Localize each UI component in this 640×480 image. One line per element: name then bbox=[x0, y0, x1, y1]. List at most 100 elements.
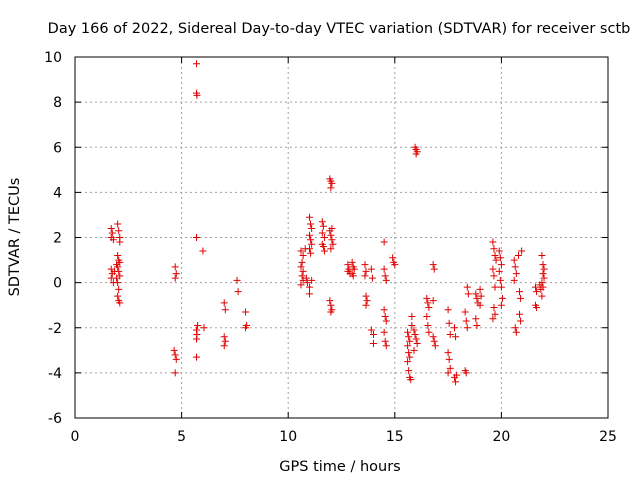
data-point bbox=[326, 227, 334, 235]
data-point bbox=[540, 265, 548, 273]
data-point bbox=[115, 227, 123, 235]
data-point bbox=[221, 337, 229, 345]
data-point bbox=[453, 371, 461, 379]
data-point bbox=[381, 312, 389, 320]
data-point bbox=[327, 231, 335, 239]
data-point bbox=[510, 276, 518, 284]
data-point bbox=[446, 364, 454, 372]
data-point bbox=[516, 288, 524, 296]
y-tick-label: -6 bbox=[48, 411, 62, 427]
data-point bbox=[114, 292, 122, 300]
data-point bbox=[380, 306, 388, 314]
data-point bbox=[308, 276, 316, 284]
data-point bbox=[539, 283, 547, 291]
data-point bbox=[193, 353, 201, 361]
data-point bbox=[473, 294, 481, 302]
data-point bbox=[512, 328, 520, 336]
data-point bbox=[476, 301, 484, 309]
data-point bbox=[220, 299, 228, 307]
data-point bbox=[382, 342, 390, 350]
data-point bbox=[380, 238, 388, 246]
data-point bbox=[412, 335, 420, 343]
data-point bbox=[193, 234, 201, 241]
data-point bbox=[540, 274, 548, 282]
data-point bbox=[328, 236, 336, 244]
data-point bbox=[116, 238, 124, 246]
data-point bbox=[495, 247, 503, 255]
data-point bbox=[429, 261, 437, 269]
data-point bbox=[344, 267, 352, 275]
data-point bbox=[538, 279, 546, 287]
data-point bbox=[298, 258, 306, 266]
data-point bbox=[472, 315, 480, 323]
data-point bbox=[410, 326, 418, 334]
x-tick-label: 20 bbox=[492, 429, 510, 445]
data-point bbox=[297, 281, 305, 289]
data-point bbox=[297, 263, 305, 271]
data-point bbox=[171, 351, 179, 359]
data-point bbox=[406, 353, 414, 361]
data-point bbox=[463, 324, 471, 332]
data-point bbox=[320, 247, 328, 255]
data-point bbox=[489, 265, 497, 273]
data-point bbox=[406, 337, 414, 345]
data-point bbox=[113, 274, 121, 282]
x-tick-label: 10 bbox=[279, 429, 297, 445]
data-point bbox=[492, 256, 500, 264]
y-tick-label: -4 bbox=[48, 366, 62, 382]
data-point bbox=[115, 267, 123, 275]
data-point bbox=[462, 317, 470, 325]
data-point bbox=[491, 310, 499, 318]
data-point bbox=[220, 342, 228, 350]
data-point bbox=[495, 267, 503, 275]
data-point bbox=[306, 283, 314, 291]
data-point bbox=[450, 324, 458, 332]
data-point bbox=[350, 265, 358, 273]
data-point bbox=[367, 265, 375, 273]
data-point bbox=[423, 294, 431, 302]
data-point bbox=[452, 333, 460, 341]
data-point bbox=[381, 272, 389, 280]
data-point bbox=[328, 179, 336, 187]
data-point bbox=[489, 315, 497, 323]
data-point bbox=[109, 236, 117, 244]
data-point bbox=[423, 312, 431, 320]
data-point bbox=[307, 220, 315, 228]
data-point bbox=[381, 337, 389, 345]
data-point bbox=[172, 270, 180, 278]
data-point bbox=[171, 263, 179, 271]
data-point bbox=[369, 331, 377, 339]
data-point bbox=[297, 247, 305, 255]
x-tick-label: 15 bbox=[386, 429, 404, 445]
data-point bbox=[380, 265, 388, 273]
data-point bbox=[533, 288, 541, 296]
data-point bbox=[307, 236, 315, 244]
data-point bbox=[431, 342, 439, 350]
data-point bbox=[306, 245, 314, 253]
data-point bbox=[319, 222, 327, 230]
data-point bbox=[234, 288, 242, 296]
data-point bbox=[327, 301, 335, 309]
data-point bbox=[193, 335, 201, 343]
data-point bbox=[517, 317, 525, 325]
data-point bbox=[368, 274, 376, 282]
data-point bbox=[497, 301, 505, 309]
data-point bbox=[362, 292, 370, 300]
data-point bbox=[107, 224, 115, 232]
data-point bbox=[306, 231, 314, 239]
data-point bbox=[170, 346, 178, 354]
data-point bbox=[424, 299, 432, 307]
data-point bbox=[490, 272, 498, 280]
data-point bbox=[199, 247, 207, 255]
data-point bbox=[116, 299, 124, 307]
data-point bbox=[326, 297, 334, 305]
data-point bbox=[302, 274, 310, 282]
data-point bbox=[193, 60, 201, 68]
data-point bbox=[320, 234, 328, 241]
data-point bbox=[303, 279, 311, 287]
data-point bbox=[108, 229, 116, 237]
data-point bbox=[299, 267, 307, 275]
data-point bbox=[327, 245, 335, 253]
data-point bbox=[298, 272, 306, 280]
